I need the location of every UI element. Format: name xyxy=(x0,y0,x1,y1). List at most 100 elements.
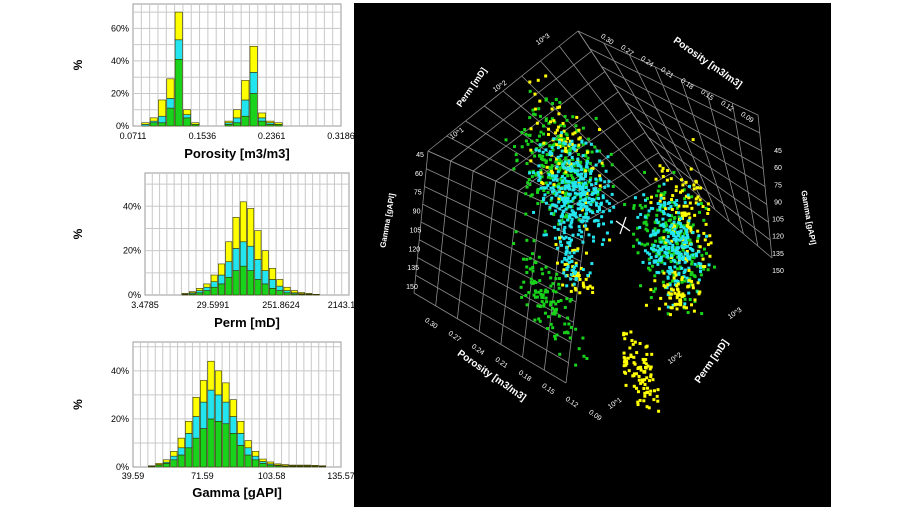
scatter-point xyxy=(677,234,681,238)
scatter-point xyxy=(588,209,592,213)
scatter-point xyxy=(569,277,573,281)
scatter-point xyxy=(658,164,662,168)
scatter-point xyxy=(524,212,528,216)
bar-segment xyxy=(196,290,204,294)
scatter-point xyxy=(544,117,548,121)
scatter-point xyxy=(587,137,591,141)
scatter-point xyxy=(524,294,528,298)
scatter-point xyxy=(571,146,575,150)
scatter-point xyxy=(553,203,557,207)
porosity-tick-label: 0.27 xyxy=(619,44,634,58)
scatter-point xyxy=(529,280,533,284)
scatter-point xyxy=(567,183,571,187)
scatter-point xyxy=(578,184,582,188)
scatter-point xyxy=(647,257,651,261)
scatter-point xyxy=(680,295,684,299)
scatter-point xyxy=(684,245,688,249)
scatter-point xyxy=(661,269,665,273)
scatter-point xyxy=(539,292,543,296)
scatter-point xyxy=(667,206,671,210)
perm-tick-label: 10^1 xyxy=(449,127,465,141)
scatter-point xyxy=(558,190,562,194)
scatter-point xyxy=(590,150,594,154)
scatter-point xyxy=(653,389,657,393)
bar-segment xyxy=(229,416,237,434)
scatter-point xyxy=(527,291,531,295)
bar-segment xyxy=(203,286,211,291)
scatter-point xyxy=(550,174,554,178)
scatter-point xyxy=(565,266,569,270)
bar-segment xyxy=(233,109,241,119)
bar-segment xyxy=(210,286,218,296)
scatter-point xyxy=(574,180,578,184)
scatter-point xyxy=(636,403,640,407)
scatter-point xyxy=(532,293,536,297)
x-tick-label: 251.8624 xyxy=(262,300,300,310)
crossplot-3d-view[interactable]: 0.30 0.27 0.24 0.21 0.18 0.15 0.12 0.09 0.30 0.27… xyxy=(354,3,831,507)
scatter-point xyxy=(667,251,671,255)
scatter-point xyxy=(677,255,681,259)
x-tick-label: 2143.1288 xyxy=(328,300,354,310)
bar-segment xyxy=(283,292,291,296)
scatter-point xyxy=(680,266,684,270)
scatter-point xyxy=(648,261,652,265)
scatter-point xyxy=(562,129,566,133)
crossplot-3d-svg[interactable]: 0.300.270.240.210.180.150.120.090.300.27… xyxy=(354,3,831,507)
scatter-point xyxy=(539,130,543,134)
scatter-point xyxy=(581,336,585,340)
scatter-point xyxy=(556,170,560,174)
scatter-point xyxy=(679,190,683,194)
bar-segment xyxy=(214,370,222,396)
scatter-point xyxy=(684,213,688,217)
scatter-point xyxy=(579,197,583,201)
scatter-point xyxy=(569,325,573,329)
scatter-point xyxy=(579,175,583,179)
scatter-point xyxy=(546,175,550,179)
scatter-point xyxy=(560,243,564,247)
scatter-point xyxy=(673,291,677,295)
scatter-point xyxy=(531,265,535,269)
scatter-point xyxy=(556,299,560,303)
scatter-point xyxy=(690,260,694,264)
bar-segment xyxy=(203,283,211,288)
scatter-point xyxy=(684,180,688,184)
bar-segment xyxy=(188,291,196,294)
bar-segment xyxy=(214,421,222,468)
bar-segment xyxy=(232,217,240,249)
scatter-point xyxy=(643,394,647,398)
scatter-point xyxy=(672,250,676,254)
scatter-point xyxy=(580,181,584,185)
scatter-point xyxy=(698,245,702,249)
scatter-point xyxy=(557,219,561,223)
scatter-point xyxy=(666,305,670,309)
scatter-point xyxy=(560,187,564,191)
bar-segment xyxy=(207,418,215,468)
grid-line xyxy=(413,292,567,384)
scatter-point xyxy=(545,300,549,304)
scatter-point xyxy=(573,169,577,173)
scatter-point xyxy=(674,273,678,277)
scatter-point xyxy=(551,282,555,286)
scatter-point xyxy=(636,215,640,219)
bar-segment xyxy=(252,455,260,461)
gamma-tick-label: 150 xyxy=(772,268,784,275)
scatter-point xyxy=(570,268,574,272)
scatter-point xyxy=(527,178,531,182)
scatter-point xyxy=(686,236,690,240)
scatter-point xyxy=(605,231,609,235)
scatter-point xyxy=(693,300,697,304)
scatter-point xyxy=(534,172,538,176)
scatter-point xyxy=(554,193,558,197)
scatter-point xyxy=(690,206,694,210)
scatter-point xyxy=(560,149,564,153)
bar-segment xyxy=(229,433,237,468)
scatter-point xyxy=(533,113,537,117)
scatter-point xyxy=(649,233,653,237)
scatter-point xyxy=(688,184,692,188)
scatter-point xyxy=(680,237,684,241)
scatter-point xyxy=(572,251,576,255)
scatter-point xyxy=(622,355,626,359)
bar-segment xyxy=(183,117,192,127)
scatter-point xyxy=(638,398,642,402)
scatter-point xyxy=(579,235,583,239)
